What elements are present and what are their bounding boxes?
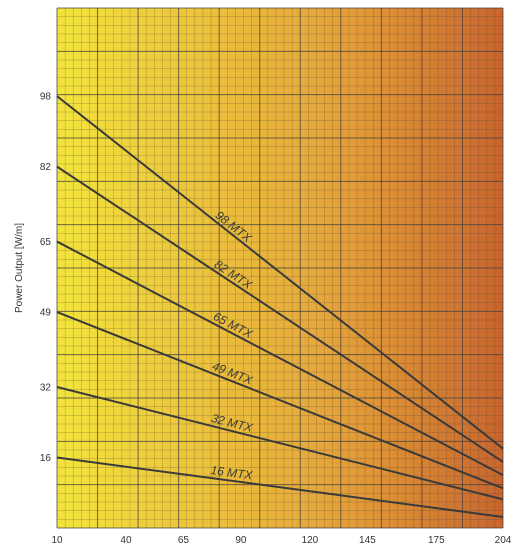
y-tick-label: 82 [40, 162, 52, 173]
x-tick-label: 10 [51, 535, 63, 546]
series-line [56, 165, 504, 463]
y-tick-label: 32 [40, 382, 52, 393]
series-line [56, 386, 504, 501]
grid [56, 7, 504, 529]
y-tick-label: 49 [40, 308, 52, 319]
y-tick-label: 98 [40, 92, 52, 103]
y-axis-ticks: 16 32 49 65 82 98 [40, 92, 52, 464]
x-tick-label: 90 [235, 535, 247, 546]
series-lines [56, 95, 504, 518]
x-tick-label: 175 [428, 535, 445, 546]
x-tick-label: 65 [178, 535, 190, 546]
series-label: 16 MTX [210, 463, 254, 483]
series-line [56, 240, 504, 477]
y-axis-label: Power Output [W/m] [14, 223, 25, 313]
y-tick-label: 16 [40, 453, 52, 464]
x-tick-label: 145 [359, 535, 376, 546]
x-tick-label: 120 [302, 535, 319, 546]
series-line [56, 456, 504, 518]
x-axis-ticks: 10 40 65 90 120 145 175 204 [51, 535, 511, 546]
y-tick-label: 65 [40, 237, 52, 248]
x-tick-label: 204 [495, 535, 512, 546]
series-line [56, 311, 504, 490]
series-line [56, 95, 504, 450]
x-tick-label: 40 [120, 535, 132, 546]
